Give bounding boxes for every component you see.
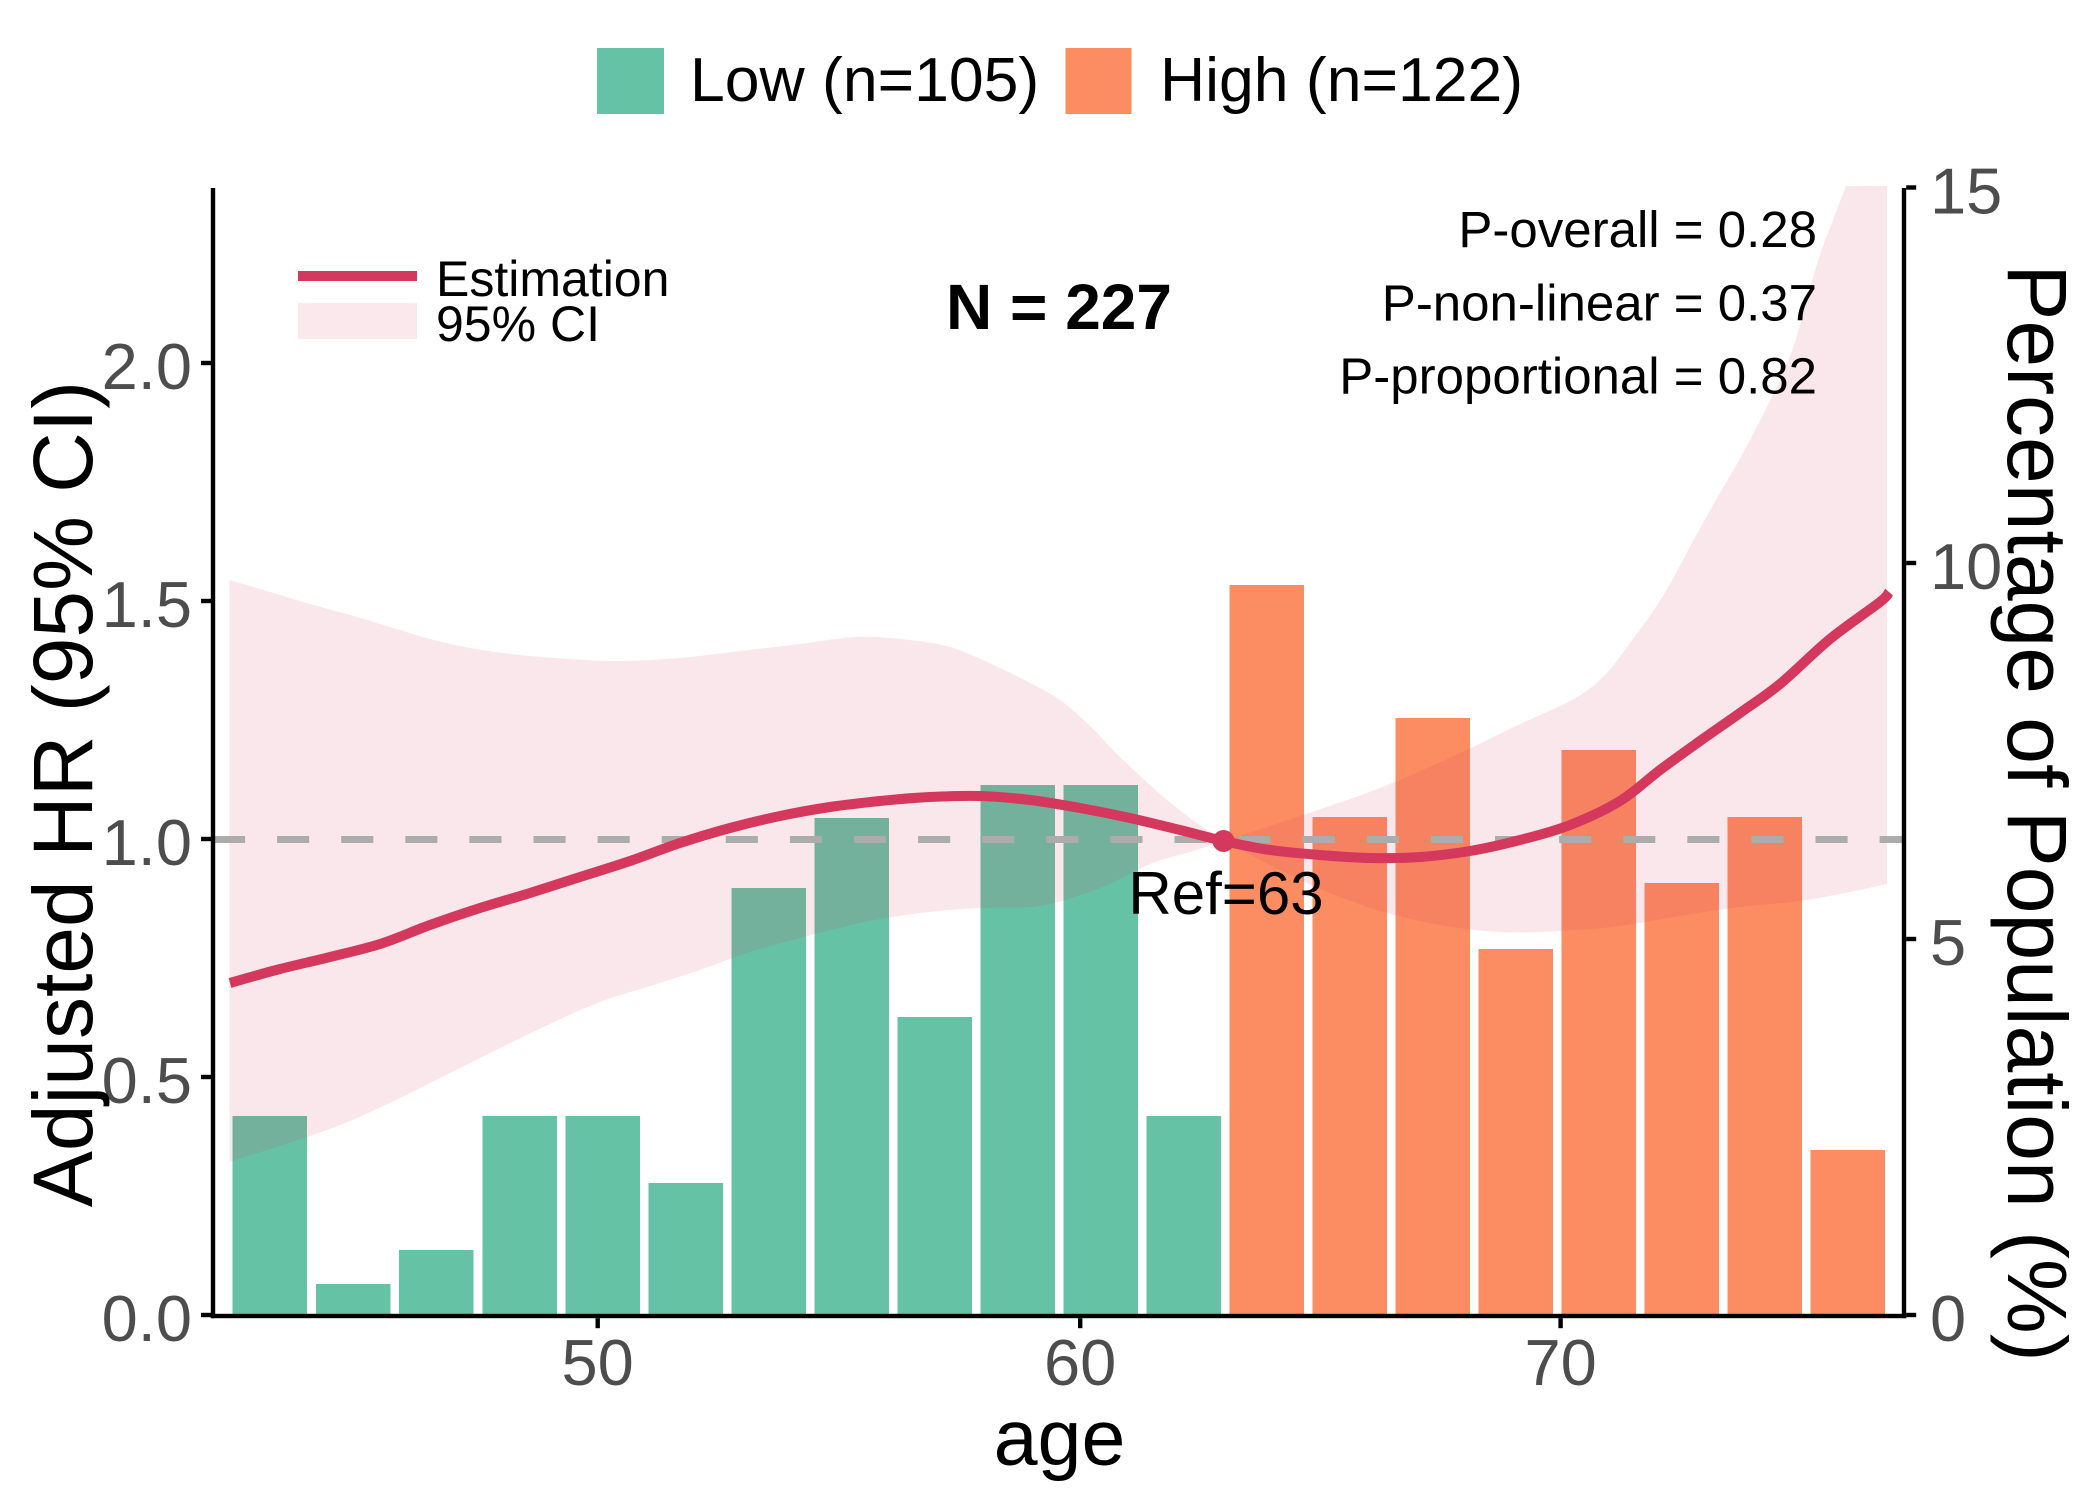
svg-text:Estimation: Estimation (436, 251, 669, 307)
svg-text:5: 5 (1930, 906, 1966, 979)
svg-text:P-overall = 0.28: P-overall = 0.28 (1458, 201, 1817, 258)
svg-text:95% CI: 95% CI (436, 296, 600, 352)
svg-text:60: 60 (1044, 1326, 1116, 1399)
svg-text:0.0: 0.0 (102, 1282, 192, 1355)
svg-text:1.0: 1.0 (102, 806, 192, 879)
svg-text:High (n=122): High (n=122) (1160, 45, 1523, 115)
svg-text:P-non-linear = 0.37: P-non-linear = 0.37 (1382, 275, 1817, 332)
svg-text:0: 0 (1930, 1282, 1966, 1355)
svg-text:P-proportional = 0.82: P-proportional = 0.82 (1339, 348, 1817, 405)
svg-text:N = 227: N = 227 (946, 271, 1172, 343)
svg-text:70: 70 (1524, 1326, 1596, 1399)
svg-text:Percentage of Population (%): Percentage of Population (%) (1990, 264, 2084, 1361)
svg-text:1.5: 1.5 (102, 568, 192, 641)
svg-text:Ref=63: Ref=63 (1128, 860, 1323, 927)
svg-text:0.5: 0.5 (102, 1044, 192, 1117)
svg-text:Low (n=105): Low (n=105) (690, 45, 1039, 115)
svg-text:Adjusted HR (95% CI): Adjusted HR (95% CI) (16, 381, 110, 1207)
svg-text:50: 50 (562, 1326, 634, 1399)
svg-text:10: 10 (1930, 530, 2002, 603)
svg-text:age: age (994, 1393, 1126, 1482)
svg-text:15: 15 (1930, 155, 2002, 228)
svg-text:2.0: 2.0 (102, 330, 192, 403)
